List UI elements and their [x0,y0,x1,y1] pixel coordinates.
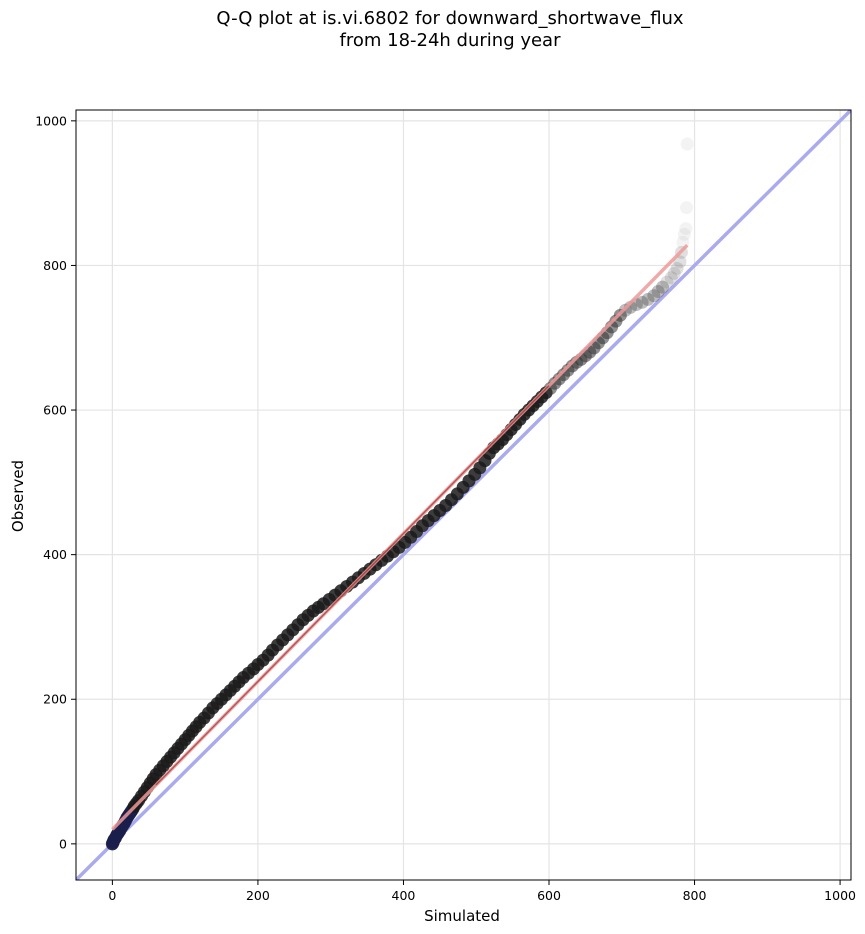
data-point [679,222,693,236]
y-tick-label: 0 [59,836,67,851]
data-point [647,289,661,303]
plot-frame [75,109,852,881]
data-point [656,280,670,294]
data-point [677,227,691,241]
y-tick-label: 600 [43,403,67,418]
chart-title-line-2: from 18-24h during year [339,30,561,51]
x-tick-label: 200 [246,888,270,903]
fit-line-group [111,243,689,831]
data-point [664,271,678,285]
data-point [651,284,665,298]
data-point [667,266,681,280]
data-points [105,137,694,851]
y-tick-label: 400 [43,547,67,562]
y-tick-label: 800 [43,258,67,273]
grid [76,110,851,880]
data-point [635,295,649,309]
data-point [660,275,674,289]
data-point [680,137,694,151]
data-point [673,255,687,269]
chart-title-line-1: Q-Q plot at is.vi.6802 for downward_shor… [216,8,684,29]
x-tick-label: 1000 [824,888,856,903]
x-axis-label: Simulated [424,907,500,925]
data-point [680,201,694,215]
x-tick-label: 400 [392,888,416,903]
x-tick-label: 800 [683,888,707,903]
axes: 0 200 400 600 800 1000 0 200 400 600 800 1000 [35,109,856,903]
y-tick-label: 200 [43,692,67,707]
fit-line-core [155,385,550,786]
data-point [641,292,655,306]
data-point [670,261,684,275]
x-tick-label: 0 [108,888,116,903]
y-tick-label: 1000 [35,113,67,128]
chart-title: Q-Q plot at is.vi.6802 for downward_shor… [0,8,865,52]
x-tick-label: 600 [537,888,561,903]
